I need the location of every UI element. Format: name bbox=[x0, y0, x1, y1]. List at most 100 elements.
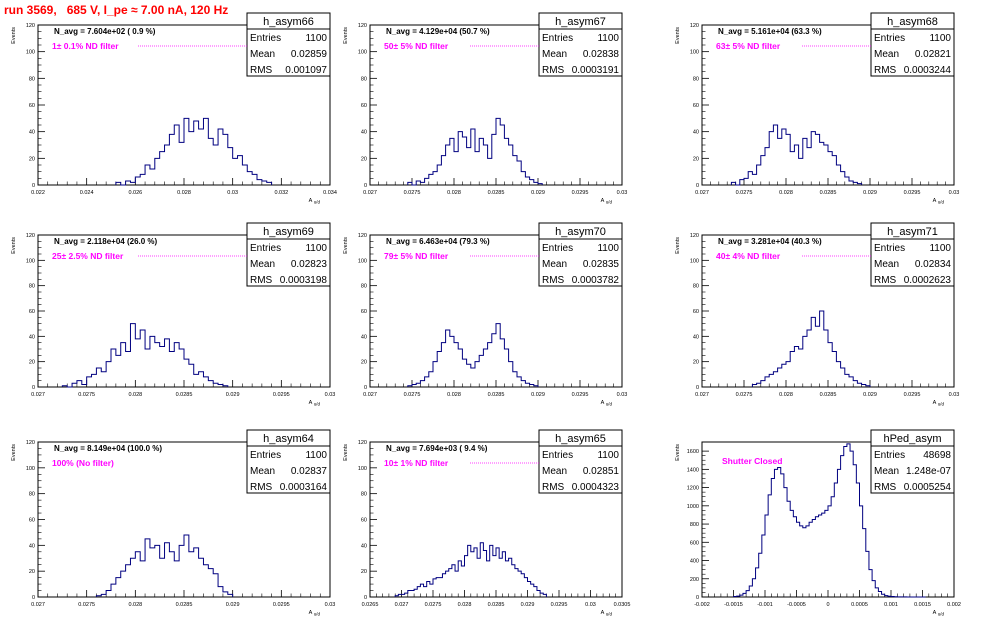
histogram-bin bbox=[213, 383, 218, 387]
histogram-bin bbox=[145, 349, 150, 387]
stats-value: 0.001097 bbox=[285, 65, 327, 76]
histogram-bin bbox=[454, 152, 458, 185]
stats-box bbox=[870, 12, 955, 77]
x-tick-label: 0.0295 bbox=[551, 602, 568, 608]
histogram-outline bbox=[730, 124, 863, 186]
y-tick-label: 120 bbox=[358, 440, 367, 446]
x-tick-label: 0.029 bbox=[531, 190, 545, 196]
histogram-bin bbox=[194, 548, 199, 597]
histogram-bin bbox=[786, 134, 790, 185]
histogram-bin bbox=[530, 384, 534, 387]
histogram-bin bbox=[866, 386, 870, 387]
y-tick-label: 80 bbox=[361, 76, 367, 82]
panel-h_asym66: 0 20 40 60 80 100 120 0.022 0.024 0.026 0.028 0.03 0… bbox=[11, 12, 337, 205]
histogram-bin bbox=[194, 121, 199, 185]
stats-label: Entries bbox=[250, 243, 281, 254]
histogram-bin bbox=[184, 118, 189, 185]
histogram-bin bbox=[462, 359, 466, 387]
histogram-bin bbox=[446, 330, 450, 387]
histogram-bin bbox=[218, 587, 223, 597]
histogram-bin bbox=[111, 584, 116, 597]
histogram-bin bbox=[475, 152, 479, 185]
stats-value: 48698 bbox=[923, 450, 951, 461]
histogram-bin bbox=[869, 570, 872, 597]
y-tick-label: 80 bbox=[361, 492, 367, 498]
x-tick-label: 0.0285 bbox=[488, 602, 505, 608]
histogram-bin bbox=[534, 386, 538, 387]
histogram-bin bbox=[101, 594, 106, 597]
histogram-bin bbox=[228, 148, 233, 185]
histogram-bin bbox=[424, 587, 427, 597]
stats-value: 1100 bbox=[305, 243, 327, 254]
histogram-bin bbox=[467, 148, 471, 185]
histogram-bin bbox=[483, 349, 487, 387]
x-tick-label: 0.028 bbox=[779, 190, 793, 196]
y-tick-label: 100 bbox=[690, 50, 699, 56]
histogram-bin bbox=[121, 343, 126, 387]
x-tick-label: 0.024 bbox=[80, 190, 94, 196]
stats-value: 0.0005254 bbox=[904, 482, 952, 493]
histogram-bin bbox=[831, 497, 834, 597]
y-tick-label: 120 bbox=[690, 233, 699, 239]
histogram-bin bbox=[761, 156, 765, 185]
x-tick-label: 0.032 bbox=[274, 190, 288, 196]
histogram-outline bbox=[407, 117, 543, 186]
histogram-bin bbox=[815, 134, 819, 185]
histogram-outline bbox=[61, 323, 229, 388]
histogram-bin bbox=[411, 591, 414, 597]
histogram-bin bbox=[238, 156, 243, 185]
stats-value: 1100 bbox=[929, 33, 951, 44]
histogram-bin bbox=[427, 582, 430, 598]
y-tick-label: 120 bbox=[26, 440, 35, 446]
stats-label: RMS bbox=[874, 65, 897, 76]
stats-label: Entries bbox=[542, 243, 573, 254]
stats-label: RMS bbox=[874, 482, 897, 493]
histogram-bin bbox=[825, 510, 828, 597]
x-tick-label: 0.027 bbox=[695, 392, 709, 398]
histogram-bin bbox=[832, 156, 836, 185]
histogram-bin bbox=[429, 174, 433, 185]
histogram-bin bbox=[111, 349, 116, 387]
y-tick-label: 20 bbox=[29, 569, 35, 575]
histogram-name: hPed_asym bbox=[883, 433, 941, 445]
histogram-bin bbox=[189, 364, 194, 387]
histogram-bin bbox=[414, 589, 417, 597]
histogram-name: h_asym64 bbox=[263, 433, 314, 445]
stats-value: 0.02834 bbox=[915, 259, 952, 270]
x-tick-label: 0.027 bbox=[363, 190, 377, 196]
navg-label: N_avg = 2.118e+04 (26.0 %) bbox=[54, 237, 158, 246]
y-tick-label: 120 bbox=[358, 23, 367, 29]
histogram-bin bbox=[223, 134, 228, 185]
x-tick-label: 0.026 bbox=[128, 190, 142, 196]
stats-value: 0.0003782 bbox=[572, 275, 620, 286]
y-tick-label: 60 bbox=[693, 103, 699, 109]
histogram-bin bbox=[499, 558, 502, 597]
histogram-outline bbox=[95, 534, 234, 597]
y-tick-label: 40 bbox=[361, 334, 367, 340]
stats-label: RMS bbox=[250, 275, 273, 286]
histogram-bin bbox=[530, 180, 534, 185]
histogram-bin bbox=[769, 374, 773, 387]
y-tick-label: 120 bbox=[690, 23, 699, 29]
histogram-bin bbox=[521, 172, 525, 185]
x-tick-label: 0.028 bbox=[447, 190, 461, 196]
histogram-bin bbox=[475, 362, 479, 387]
y-tick-label: 20 bbox=[693, 360, 699, 366]
histogram-bin bbox=[803, 138, 807, 185]
filter-annotation: 63± 5% ND filter bbox=[716, 41, 781, 51]
x-tick-label: 0.028 bbox=[779, 392, 793, 398]
histogram-bin bbox=[405, 593, 408, 597]
histogram-bin bbox=[468, 545, 471, 597]
histogram-bin bbox=[505, 561, 508, 597]
x-tick-label: 0 bbox=[826, 602, 829, 608]
histogram-bin bbox=[450, 336, 454, 387]
histogram-bin bbox=[496, 118, 500, 185]
y-axis-title: Events bbox=[343, 444, 349, 461]
histogram-bin bbox=[437, 352, 441, 387]
stats-box bbox=[538, 222, 623, 287]
stats-label: Mean bbox=[542, 466, 567, 477]
x-tick-label: 0.0295 bbox=[273, 392, 290, 398]
